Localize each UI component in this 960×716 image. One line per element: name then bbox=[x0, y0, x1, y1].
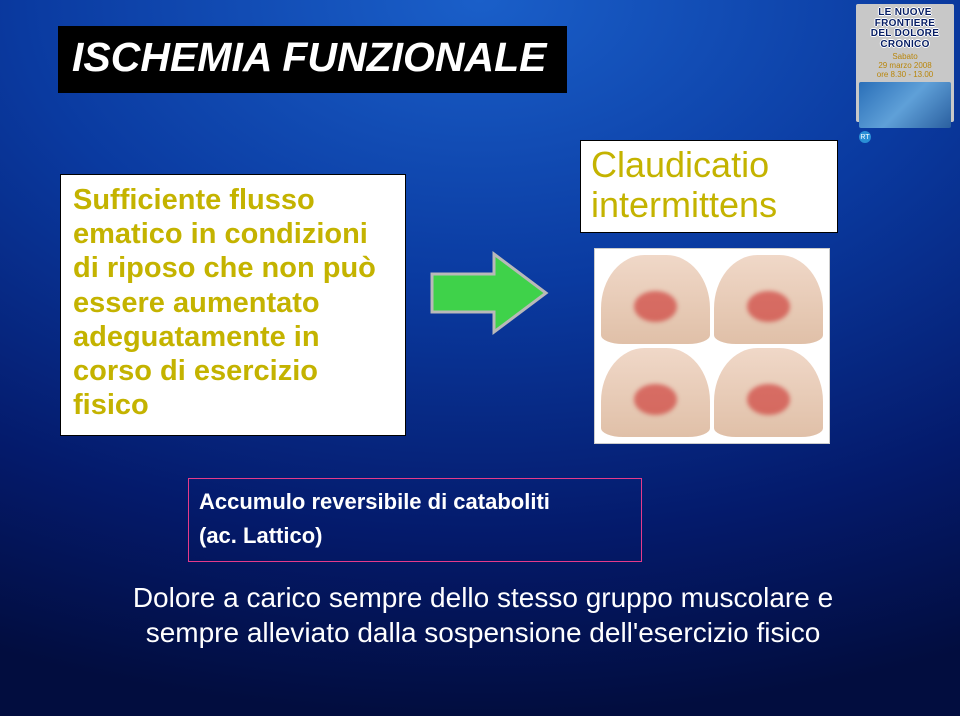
leg-anatomy-image bbox=[594, 248, 830, 444]
definition-box: Sufficiente flusso ematico in condizioni… bbox=[60, 174, 406, 436]
conference-logo-icon: RT bbox=[859, 131, 871, 143]
slide-title: ISCHEMIA FUNZIONALE bbox=[72, 34, 547, 81]
arrow-right-icon bbox=[428, 250, 550, 336]
conference-title: LE NUOVE FRONTIERE DEL DOLORE CRONICO bbox=[859, 8, 951, 50]
cataboliti-text: Accumulo reversibile di cataboliti (ac. … bbox=[199, 485, 631, 553]
conference-logo: RT bbox=[859, 131, 951, 143]
conference-image bbox=[859, 82, 951, 128]
bottom-caption: Dolore a carico sempre dello stesso grup… bbox=[98, 580, 868, 650]
leg-illustration bbox=[714, 348, 823, 437]
conference-date: Sabato 29 marzo 2008 ore 8.30 - 13.00 bbox=[859, 53, 951, 79]
cataboliti-box: Accumulo reversibile di cataboliti (ac. … bbox=[188, 478, 642, 562]
slide-title-box: ISCHEMIA FUNZIONALE bbox=[58, 26, 567, 93]
conference-title-line: LE NUOVE bbox=[859, 8, 951, 19]
cataboliti-line: Accumulo reversibile di cataboliti bbox=[199, 485, 631, 519]
claudicatio-text: Claudicatio intermittens bbox=[591, 145, 827, 224]
conference-title-line: DEL DOLORE bbox=[859, 29, 951, 40]
conference-time: ore 8.30 - 13.00 bbox=[859, 71, 951, 80]
claudicatio-box: Claudicatio intermittens bbox=[580, 140, 838, 233]
claudicatio-line: Claudicatio bbox=[591, 145, 827, 185]
conference-title-line: CRONICO bbox=[859, 40, 951, 51]
conference-badge: LE NUOVE FRONTIERE DEL DOLORE CRONICO Sa… bbox=[856, 4, 954, 122]
claudicatio-line: intermittens bbox=[591, 185, 827, 225]
leg-illustration bbox=[714, 255, 823, 344]
leg-illustration bbox=[601, 255, 710, 344]
cataboliti-line: (ac. Lattico) bbox=[199, 519, 631, 553]
leg-illustration bbox=[601, 348, 710, 437]
definition-text: Sufficiente flusso ematico in condizioni… bbox=[73, 183, 393, 423]
